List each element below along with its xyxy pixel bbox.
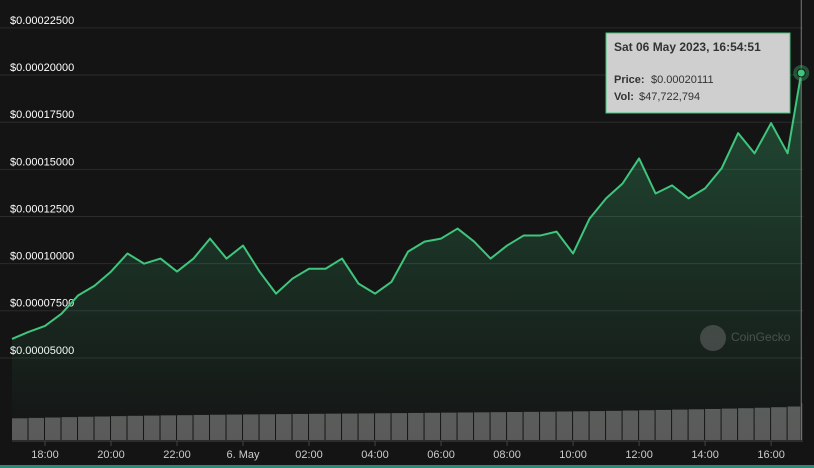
price-area [12, 72, 802, 440]
tooltip-vol: $47,722,794 [639, 91, 700, 103]
x-tick-label: 20:00 [97, 449, 125, 461]
bottom-bar [0, 465, 814, 468]
y-tick-label: $0.00007500 [10, 298, 74, 310]
y-tick-label: $0.00015000 [10, 156, 74, 168]
tooltip: Sat 06 May 2023, 16:54:51 Price: $0.0002… [605, 32, 791, 114]
y-tick-label: $0.00020000 [10, 62, 74, 74]
x-tick-label: 6. May [227, 449, 261, 461]
watermark-logo [700, 325, 726, 351]
tooltip-vol-label: Vol: [614, 91, 634, 103]
x-tick-label: 02:00 [295, 449, 323, 461]
x-tick-label: 06:00 [427, 449, 455, 461]
watermark: CoinGecko [700, 325, 791, 351]
x-tick-label: 16:00 [757, 449, 785, 461]
tooltip-price: $0.00020111 [651, 74, 714, 86]
tooltip-price-label: Price: [614, 74, 645, 86]
y-tick-label: $0.00022500 [10, 15, 74, 27]
x-tick-label: 14:00 [691, 449, 719, 461]
x-tick-label: 22:00 [163, 449, 191, 461]
price-line [11, 72, 803, 340]
x-tick-label: 10:00 [559, 449, 587, 461]
watermark-text: CoinGecko [731, 330, 791, 344]
y-tick-label: $0.00010000 [10, 251, 74, 263]
x-tick-label: 04:00 [361, 449, 389, 461]
tooltip-title: Sat 06 May 2023, 16:54:51 [614, 40, 761, 54]
hover-point [796, 68, 806, 78]
x-tick-label: 08:00 [493, 449, 521, 461]
x-tick-label: 12:00 [625, 449, 653, 461]
x-tick-label: 18:00 [31, 449, 59, 461]
y-tick-label: $0.00012500 [10, 203, 74, 215]
plot [11, 0, 810, 440]
y-tick-label: $0.00017500 [10, 109, 74, 121]
x-axis: 18:00 20:00 22:00 6. May 02:00 04:00 06:00 08:0… [12, 440, 803, 461]
tooltip-box [605, 32, 791, 114]
